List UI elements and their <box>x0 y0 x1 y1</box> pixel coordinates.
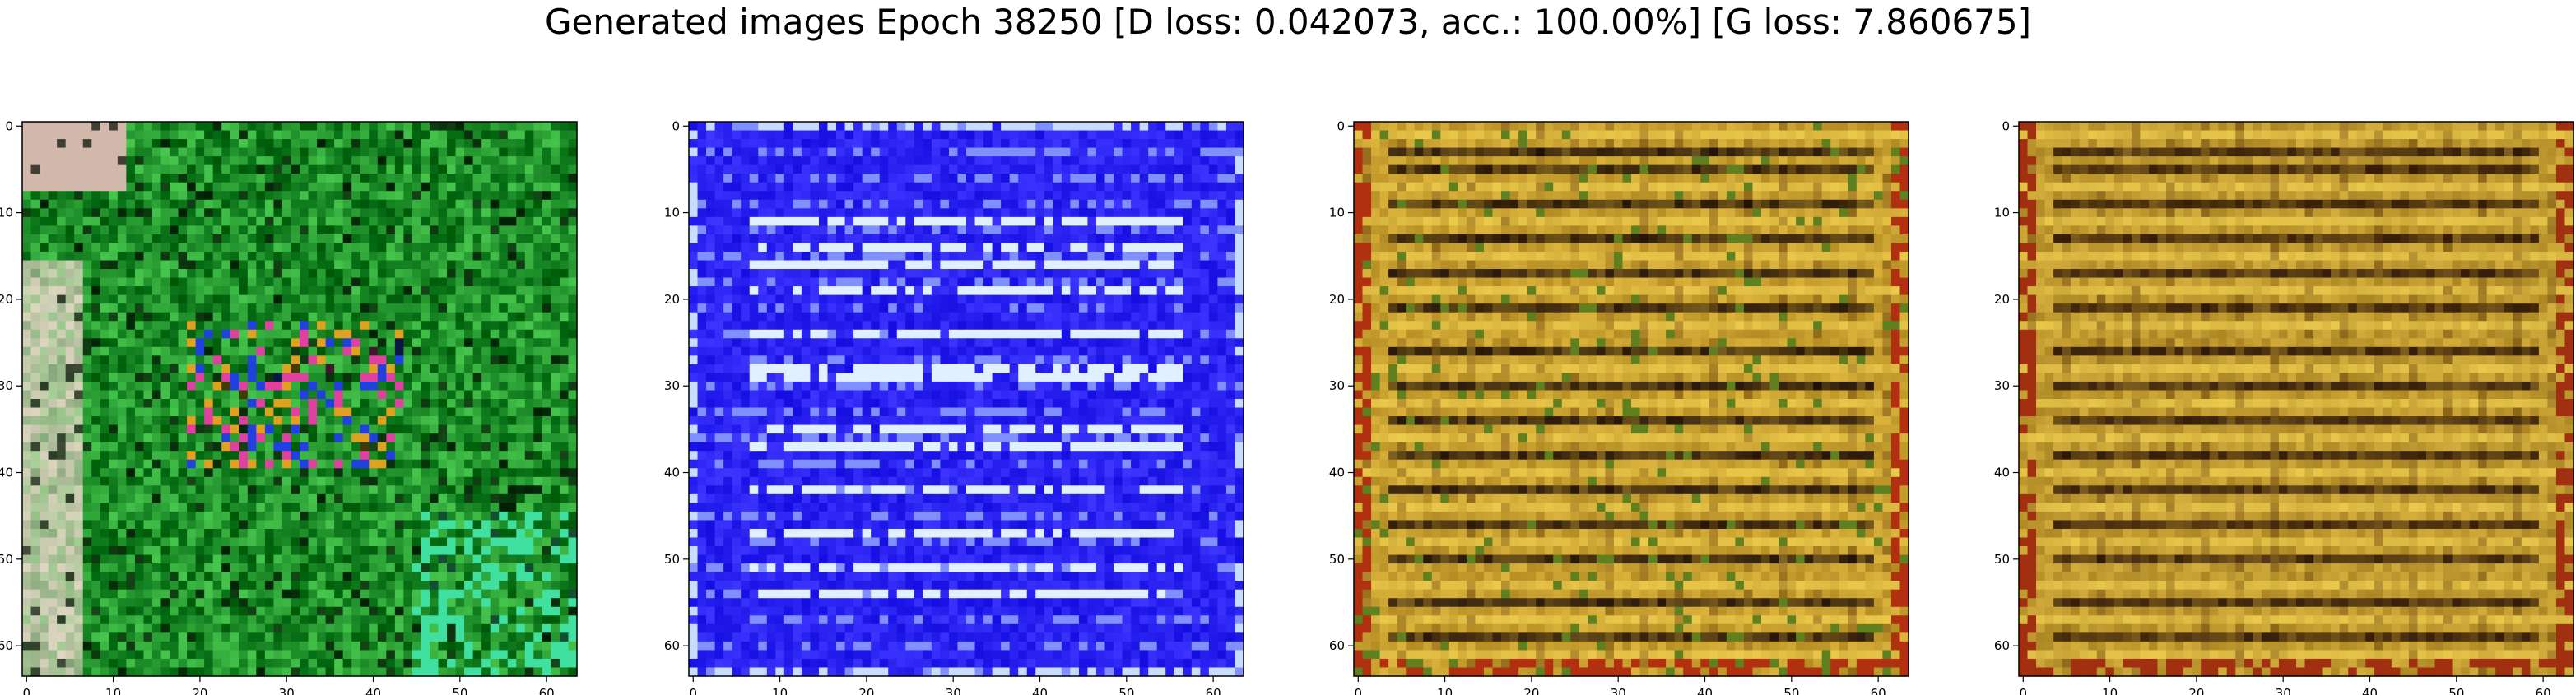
y-tick-label: 10 <box>664 206 680 220</box>
x-tick-label: 50 <box>452 686 467 695</box>
x-tick-label: 40 <box>1032 686 1048 695</box>
y-tick-label: 50 <box>0 552 13 567</box>
y-tick-label: 30 <box>1994 378 2010 393</box>
image-pixels <box>689 122 1244 677</box>
axes-frame <box>21 121 578 677</box>
y-tick-label: 20 <box>1329 292 1345 307</box>
y-tick-label: 50 <box>1994 552 2010 567</box>
x-tick-label: 20 <box>1523 686 1539 695</box>
image-pixels <box>22 122 578 677</box>
x-tick-label: 10 <box>1437 686 1453 695</box>
y-tick-label: 10 <box>1994 206 2010 220</box>
x-tick-label: 60 <box>539 686 555 695</box>
x-tick-label: 40 <box>365 686 381 695</box>
axes-frame <box>688 121 1244 677</box>
y-tick-label: 50 <box>1329 552 1345 567</box>
y-tick-label: 60 <box>1994 638 2010 653</box>
axes-frame <box>2018 121 2574 677</box>
x-tick-label: 20 <box>2188 686 2204 695</box>
y-tick-label: 40 <box>0 466 13 480</box>
y-tick-label: 0 <box>1337 118 1345 133</box>
y-tick-label: 10 <box>1329 206 1345 220</box>
x-tick-label: 40 <box>1697 686 1713 695</box>
x-tick-label: 60 <box>1206 686 1221 695</box>
y-tick-label: 0 <box>5 118 13 133</box>
y-tick-label: 60 <box>0 638 13 653</box>
x-tick-label: 50 <box>2448 686 2464 695</box>
x-tick-label: 60 <box>1871 686 1886 695</box>
y-tick-label: 60 <box>664 638 680 653</box>
y-tick-label: 0 <box>672 118 680 133</box>
x-tick-label: 10 <box>2102 686 2118 695</box>
y-tick-label: 40 <box>1329 466 1345 480</box>
x-tick-label: 0 <box>689 686 697 695</box>
y-tick-label: 40 <box>664 466 680 480</box>
x-tick-label: 0 <box>22 686 30 695</box>
x-tick-label: 30 <box>2276 686 2291 695</box>
y-tick-label: 30 <box>1329 378 1345 393</box>
x-tick-label: 50 <box>1783 686 1799 695</box>
x-tick-label: 20 <box>858 686 874 695</box>
x-tick-label: 0 <box>1354 686 1362 695</box>
x-tick-label: 20 <box>192 686 207 695</box>
y-tick-label: 10 <box>0 206 13 220</box>
x-tick-label: 30 <box>1611 686 1626 695</box>
x-tick-label: 40 <box>2362 686 2378 695</box>
y-tick-label: 20 <box>664 292 680 307</box>
axes-frame <box>1353 121 1909 677</box>
x-tick-label: 10 <box>105 686 121 695</box>
image-pixels <box>1354 122 1909 677</box>
x-tick-label: 0 <box>2019 686 2027 695</box>
image-pixels <box>2019 122 2574 677</box>
x-tick-label: 60 <box>2536 686 2551 695</box>
y-tick-label: 40 <box>1994 466 2010 480</box>
y-tick-label: 0 <box>2002 118 2010 133</box>
y-tick-label: 60 <box>1329 638 1345 653</box>
x-tick-label: 30 <box>279 686 295 695</box>
generated-image-1: 0 10 20 30 40 50 60 0 10 20 30 40 50 60 <box>0 118 578 695</box>
x-tick-label: 50 <box>1118 686 1134 695</box>
y-tick-label: 30 <box>0 378 13 393</box>
generated-image-4: 0 10 20 30 40 50 60 0 10 20 30 40 50 60 <box>1994 118 2574 695</box>
y-tick-label: 30 <box>664 378 680 393</box>
generated-image-3: 0 10 20 30 40 50 60 0 10 20 30 40 50 60 <box>1329 118 1909 695</box>
figure-title: Generated images Epoch 38250 [D loss: 0.… <box>544 2 2032 42</box>
y-tick-label: 20 <box>1994 292 2010 307</box>
x-tick-label: 30 <box>946 686 961 695</box>
generated-image-2: 0 10 20 30 40 50 60 0 10 20 30 40 50 60 <box>664 118 1244 695</box>
y-tick-label: 50 <box>664 552 680 567</box>
x-tick-label: 10 <box>772 686 788 695</box>
y-tick-label: 20 <box>0 292 13 307</box>
